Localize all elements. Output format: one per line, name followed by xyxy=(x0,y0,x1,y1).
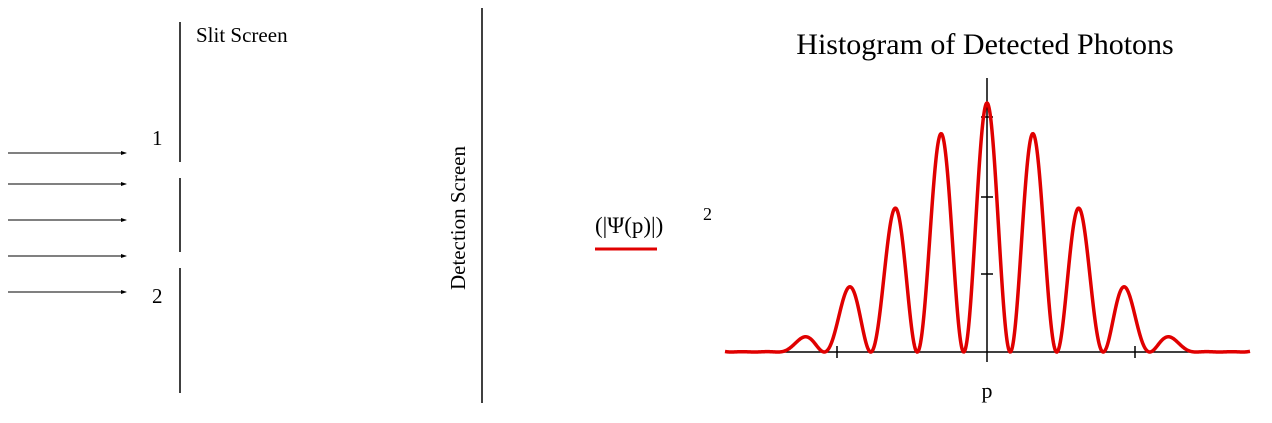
plot-title: Histogram of Detected Photons xyxy=(796,28,1173,61)
y-label: (|Ψ(p)|) xyxy=(595,213,663,238)
intensity-curve xyxy=(724,100,1251,354)
slit-screen-label: Slit Screen xyxy=(196,23,288,47)
slit-label: 1 xyxy=(152,126,163,150)
slit-label: 2 xyxy=(152,284,163,308)
slit-diagram xyxy=(8,8,483,403)
y-label-exponent: 2 xyxy=(703,204,712,224)
detection-screen-label: Detection Screen xyxy=(446,145,470,290)
axes xyxy=(725,78,1250,362)
x-label: p xyxy=(982,378,993,403)
